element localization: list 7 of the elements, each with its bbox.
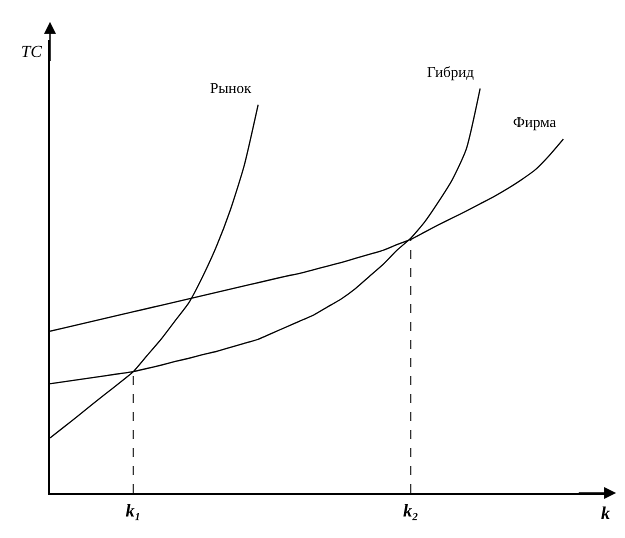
x-axis-title: k — [601, 503, 610, 523]
series-label: Гибрид — [427, 65, 474, 81]
x-tick-label: k₂ — [403, 500, 418, 520]
series-label: Рынок — [210, 81, 252, 97]
y-axis-title: TC — [21, 42, 42, 61]
x-tick-label: k₁ — [126, 500, 141, 520]
series-label: Фирма — [513, 115, 557, 131]
